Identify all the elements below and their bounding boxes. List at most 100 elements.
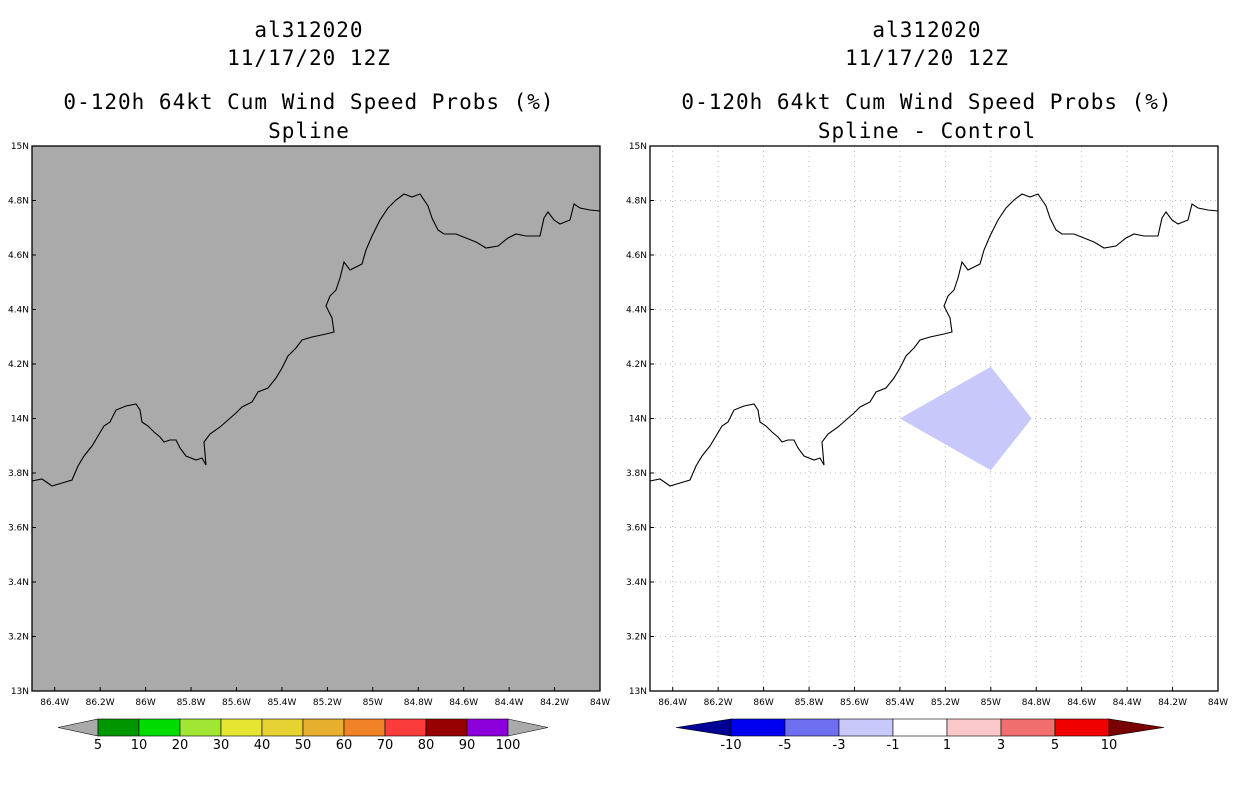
lat-label: 4.4N xyxy=(626,306,647,316)
lat-label: 4.2N xyxy=(8,360,29,370)
product-title: 0-120h 64kt Cum Wind Speed Probs (%) xyxy=(63,90,555,114)
lat-label: 3.6N xyxy=(626,524,647,534)
coastline xyxy=(649,193,1219,487)
colorbar-label: 50 xyxy=(295,738,312,753)
lon-label: 85.8W xyxy=(795,698,824,708)
lat-label: 14N xyxy=(11,415,29,425)
colorbar-swatch xyxy=(261,718,304,737)
lat-label: 3.2N xyxy=(8,633,29,643)
colorbar-swatch xyxy=(946,718,1002,737)
colorbar-swatch xyxy=(384,718,427,737)
lon-label: 86.4W xyxy=(658,698,687,708)
colorbar-over-arrow xyxy=(507,718,549,737)
colorbar-swatch xyxy=(1054,718,1110,737)
storm-id-title: al312020 xyxy=(254,18,364,42)
lat-label: 4.6N xyxy=(8,251,29,261)
lon-label: 85.8W xyxy=(177,698,206,708)
lon-label: 85.4W xyxy=(885,698,914,708)
left-panel: al312020 11/17/20 12Z 0-120h 64kt Cum Wi… xyxy=(8,18,610,753)
map-right: 15N 4.8N 4.6N 4.4N 4.2N 14N 3.8N 3.6N 3.4N 3.2N 13… xyxy=(626,142,1228,753)
colorbar-swatch xyxy=(466,718,509,737)
lon-label: 84.4W xyxy=(1113,698,1142,708)
lon-label: 85.2W xyxy=(313,698,342,708)
probability-difference-region xyxy=(899,366,1032,471)
lon-label: 86.4W xyxy=(40,698,69,708)
colorbar: -10 -5 -3 -1 1 3 5 10 xyxy=(675,718,1165,753)
storm-id-title: al312020 xyxy=(872,18,982,42)
colorbar-swatch xyxy=(425,718,468,737)
lon-label: 86.2W xyxy=(86,698,115,708)
colorbar-swatch xyxy=(1000,718,1056,737)
lat-label: 13N xyxy=(629,687,647,697)
colorbar-label: -3 xyxy=(833,738,846,753)
colorbar-label: 40 xyxy=(254,738,271,753)
colorbar-swatch xyxy=(302,718,345,737)
lat-label: 4.4N xyxy=(8,306,29,316)
colorbar-label: 10 xyxy=(131,738,148,753)
right-panel: al312020 11/17/20 12Z 0-120h 64kt Cum Wi… xyxy=(618,0,1236,800)
lon-label: 86.2W xyxy=(704,698,733,708)
method-title: Spline xyxy=(268,119,350,143)
colorbar-label: 80 xyxy=(418,738,435,753)
date-title: 11/17/20 12Z xyxy=(845,46,1009,70)
lat-label: 15N xyxy=(629,142,647,152)
lon-label: 86W xyxy=(135,698,155,708)
date-title: 11/17/20 12Z xyxy=(227,46,391,70)
lon-label: 84.4W xyxy=(495,698,524,708)
lat-label: 3.2N xyxy=(626,633,647,643)
colorbar-label: 60 xyxy=(336,738,353,753)
map-left: 15N 4.8N 4.6N 4.4N 4.2N 14N 3.8N 3.6N 3.4N 3.2N 13… xyxy=(8,142,610,753)
colorbar-swatch xyxy=(892,718,948,737)
colorbar-swatch xyxy=(179,718,222,737)
lat-label: 4.6N xyxy=(626,251,647,261)
colorbar-swatch xyxy=(838,718,894,737)
colorbar-label: 1 xyxy=(943,738,951,753)
lat-label: 3.4N xyxy=(8,578,29,588)
lon-label: 84W xyxy=(1208,698,1228,708)
colorbar-swatch xyxy=(97,718,140,737)
lon-label: 84W xyxy=(590,698,610,708)
lon-label: 85.4W xyxy=(267,698,296,708)
lon-label: 85W xyxy=(981,698,1001,708)
colorbar-label: 90 xyxy=(459,738,476,753)
lon-label: 85.6W xyxy=(222,698,251,708)
colorbar-label: -10 xyxy=(720,738,741,753)
colorbar-label: 30 xyxy=(213,738,230,753)
lon-label: 84.6W xyxy=(1067,698,1096,708)
colorbar-under-arrow xyxy=(57,718,99,737)
lon-label: 86W xyxy=(753,698,773,708)
lat-label: 3.6N xyxy=(8,524,29,534)
lon-label: 84.8W xyxy=(404,698,433,708)
lat-label: 15N xyxy=(11,142,29,152)
method-title: Spline - Control xyxy=(817,119,1037,143)
lat-label: 4.2N xyxy=(626,360,647,370)
colorbar-swatch xyxy=(220,718,263,737)
lon-label: 84.6W xyxy=(449,698,478,708)
map-background xyxy=(32,146,600,691)
colorbar-label: 5 xyxy=(1051,738,1059,753)
colorbar: 5 10 20 30 40 50 60 70 80 90 100 xyxy=(57,718,549,753)
lon-label: 84.2W xyxy=(1158,698,1187,708)
colorbar-swatch xyxy=(343,718,386,737)
lat-label: 3.8N xyxy=(626,469,647,479)
colorbar-label: 70 xyxy=(377,738,394,753)
colorbar-label: 5 xyxy=(94,738,102,753)
lat-label: 13N xyxy=(11,687,29,697)
lon-label: 85.2W xyxy=(931,698,960,708)
lon-label: 84.8W xyxy=(1022,698,1051,708)
colorbar-swatch xyxy=(138,718,181,737)
lat-label: 14N xyxy=(629,415,647,425)
coastline xyxy=(31,193,601,487)
colorbar-swatch xyxy=(730,718,786,737)
lat-label: 3.4N xyxy=(626,578,647,588)
lat-label: 4.8N xyxy=(8,197,29,207)
lon-label: 85W xyxy=(363,698,383,708)
colorbar-swatch xyxy=(784,718,840,737)
lon-label: 85.6W xyxy=(840,698,869,708)
colorbar-label: 10 xyxy=(1101,738,1118,753)
product-title: 0-120h 64kt Cum Wind Speed Probs (%) xyxy=(681,90,1173,114)
colorbar-over-arrow xyxy=(1108,718,1165,737)
colorbar-label: 20 xyxy=(172,738,189,753)
colorbar-label: -5 xyxy=(779,738,792,753)
lat-label: 4.8N xyxy=(626,197,647,207)
